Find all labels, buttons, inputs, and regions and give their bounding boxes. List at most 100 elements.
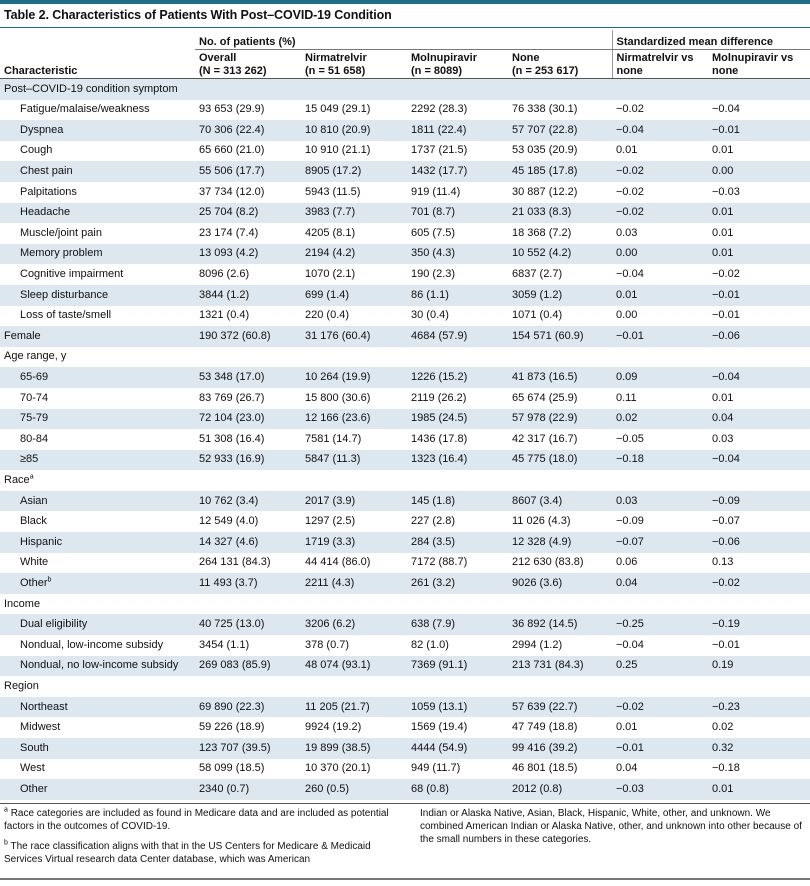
row-label: Nondual, low-income subsidy	[20, 638, 164, 651]
table-title: Table 2. Characteristics of Patients Wit…	[4, 8, 392, 22]
cell-none: 2012 (0.8)	[508, 779, 612, 800]
cell-molnupiravir: 1059 (13.1)	[407, 696, 508, 718]
cell-molnupiravir	[407, 676, 508, 697]
cell-molnupiravir: 2119 (26.2)	[411, 391, 467, 404]
cell-smd-molnupiravir	[708, 78, 810, 100]
cell-overall: 51 308 (16.4)	[199, 432, 265, 445]
cell-overall: 65 660 (21.0)	[199, 144, 265, 157]
section-row: Post–COVID-19 condition symptom	[0, 78, 810, 100]
cell-smd-molnupiravir: 0.13	[712, 556, 734, 569]
cell-smd-nirmatrelvir: 0.04	[612, 573, 708, 594]
cell-smd-nirmatrelvir	[612, 470, 708, 491]
cell-overall: 264 131 (84.3)	[199, 556, 271, 569]
cell-overall: 69 890 (22.3)	[195, 696, 301, 718]
footnote-b-continued: Indian or Alaska Native, Asian, Black, H…	[420, 808, 802, 845]
row-label: 75-79	[0, 408, 195, 430]
cell-overall: 3454 (1.1)	[199, 638, 250, 651]
header-group-patients: No. of patients (%)	[195, 30, 613, 50]
cell-none: 2994 (1.2)	[512, 638, 563, 651]
cell-none: 18 368 (7.2)	[512, 226, 572, 239]
header-nirmatrelvir: Nirmatrelvir (n = 51 658)	[301, 49, 407, 79]
cell-smd-nirmatrelvir	[612, 347, 708, 368]
cell-molnupiravir: 190 (2.3)	[411, 268, 456, 281]
section-row: Region	[0, 676, 810, 697]
header-molnupiravir: Molnupiravir (n = 8089)	[407, 49, 508, 79]
cell-molnupiravir: 1323 (16.4)	[407, 449, 508, 471]
cell-none: 47 749 (18.8)	[512, 721, 578, 734]
cell-nirmatrelvir: 2017 (3.9)	[301, 490, 407, 512]
cell-overall: 3844 (1.2)	[195, 284, 301, 306]
table-row: White 264 131 (84.3) 44 414 (86.0) 7172 (88…	[0, 553, 810, 574]
cell-nirmatrelvir: 10 264 (19.9)	[301, 367, 407, 388]
cell-overall	[195, 347, 301, 368]
cell-none: 212 630 (83.8)	[512, 556, 584, 569]
row-label: Palpitations	[20, 185, 77, 198]
cell-overall: 1321 (0.4)	[199, 309, 250, 322]
table-row: 70-74 83 769 (26.7) 15 800 (30.6) 2119 (26.…	[0, 388, 810, 409]
cell-overall: 58 099 (18.5)	[199, 762, 265, 775]
cell-overall: 53 348 (17.0)	[195, 367, 301, 388]
row-label: Otherb	[0, 573, 195, 594]
cell-molnupiravir: 1432 (17.7)	[407, 161, 508, 182]
cell-smd-nirmatrelvir: 0.25	[612, 655, 708, 677]
row-label: Other	[0, 779, 195, 800]
cell-molnupiravir: 1985 (24.5)	[407, 408, 508, 430]
table-row: Headache 25 704 (8.2) 3983 (7.7) 701 (8.7) 2…	[0, 202, 810, 224]
cell-none: 99 416 (39.2)	[508, 738, 612, 759]
cell-smd-nirmatrelvir: −0.18	[612, 449, 708, 471]
cell-nirmatrelvir: 12 166 (23.6)	[301, 408, 407, 430]
cell-overall: 14 327 (4.6)	[195, 532, 301, 553]
table-row: Memory problem 13 093 (4.2) 2194 (4.2) 350 …	[0, 243, 810, 265]
cell-nirmatrelvir: 3983 (7.7)	[301, 202, 407, 224]
table-row: Hispanic 14 327 (4.6) 1719 (3.3) 284 (3.5) 1…	[0, 532, 810, 553]
cell-overall: 8096 (2.6)	[199, 268, 250, 281]
row-label: Loss of taste/smell	[20, 309, 112, 322]
cell-smd-molnupiravir: 0.00	[708, 161, 810, 182]
cell-smd-nirmatrelvir: −0.25	[612, 614, 708, 636]
header-none: None (n = 253 617)	[508, 49, 613, 79]
cell-molnupiravir: 68 (0.8)	[407, 779, 508, 800]
characteristics-table: No. of patients (%) Standardized mean di…	[0, 30, 810, 800]
cell-smd-nirmatrelvir: −0.07	[612, 532, 708, 553]
cell-nirmatrelvir: 15 049 (29.1)	[305, 103, 371, 116]
cell-nirmatrelvir: 10 810 (20.9)	[301, 120, 407, 141]
cell-smd-molnupiravir: −0.01	[712, 638, 740, 651]
cell-nirmatrelvir: 9924 (19.2)	[305, 721, 362, 734]
cell-molnupiravir: 2292 (28.3)	[411, 103, 468, 116]
cell-molnupiravir	[407, 470, 508, 491]
table-row: Cognitive impairment 8096 (2.6) 1070 (2.1)…	[0, 264, 810, 285]
cell-smd-nirmatrelvir: 0.01	[616, 144, 638, 157]
cell-smd-molnupiravir	[708, 470, 810, 491]
table-row: 80-84 51 308 (16.4) 7581 (14.7) 1436 (17.8)…	[0, 429, 810, 450]
header-overall: Overall (N = 313 262)	[195, 49, 301, 79]
cell-none	[508, 676, 612, 697]
cell-smd-molnupiravir: 0.01	[712, 144, 734, 157]
cell-nirmatrelvir: 31 176 (60.4)	[301, 326, 407, 347]
cell-smd-nirmatrelvir: −0.03	[612, 779, 708, 800]
cell-smd-molnupiravir: 0.19	[708, 655, 810, 677]
cell-molnupiravir: 949 (11.7)	[411, 762, 461, 775]
cell-none: 3059 (1.2)	[508, 284, 612, 306]
section-label: Income	[4, 597, 41, 610]
cell-none: 213 731 (84.3)	[508, 655, 612, 677]
cell-molnupiravir: 4684 (57.9)	[407, 326, 508, 347]
table-row: Other 2340 (0.7) 260 (0.5) 68 (0.8) 2012 (0.…	[0, 779, 810, 800]
cell-none: 21 033 (8.3)	[508, 202, 612, 224]
cell-molnupiravir: 284 (3.5)	[407, 532, 508, 553]
cell-overall: 83 769 (26.7)	[199, 391, 265, 404]
cell-overall	[195, 78, 301, 100]
cell-smd-molnupiravir: −0.06	[708, 532, 810, 553]
cell-smd-molnupiravir	[708, 347, 810, 368]
row-label: Hispanic	[0, 532, 195, 553]
cell-smd-molnupiravir: −0.07	[712, 515, 740, 528]
cell-nirmatrelvir: 7581 (14.7)	[305, 432, 362, 445]
table-row: Dyspnea 70 306 (22.4) 10 810 (20.9) 1811 (2…	[0, 120, 810, 141]
table-row: Loss of taste/smell 1321 (0.4) 220 (0.4) 30…	[0, 306, 810, 327]
table-row: Sleep disturbance 3844 (1.2) 699 (1.4) 86 (…	[0, 284, 810, 306]
table-row: ≥85 52 933 (16.9) 5847 (11.3) 1323 (16.4) 45…	[0, 449, 810, 471]
cell-smd-nirmatrelvir: 0.11	[616, 391, 637, 404]
cell-nirmatrelvir: 19 899 (38.5)	[301, 738, 407, 759]
cell-overall: 70 306 (22.4)	[195, 120, 301, 141]
cell-smd-nirmatrelvir: 0.04	[616, 762, 638, 775]
cell-molnupiravir: 605 (7.5)	[411, 226, 456, 239]
